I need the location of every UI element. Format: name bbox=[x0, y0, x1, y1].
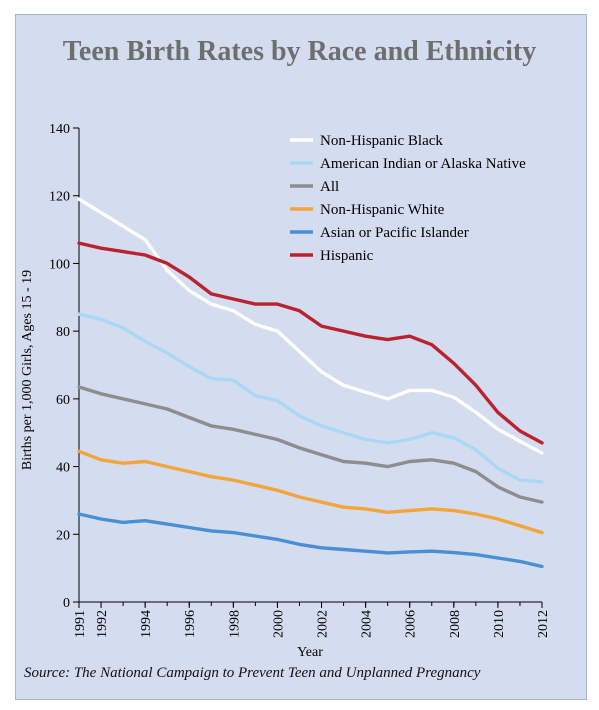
x-tick-label: 2006 bbox=[404, 610, 419, 638]
legend-label: All bbox=[320, 179, 339, 195]
legend-label: Hispanic bbox=[320, 248, 374, 264]
y-tick-label: 60 bbox=[56, 393, 70, 408]
legend-label: American Indian or Alaska Native bbox=[320, 156, 526, 172]
chart-title: Teen Birth Rates by Race and Ethnicity bbox=[62, 36, 537, 67]
source-note: Source: The National Campaign to Prevent… bbox=[24, 665, 481, 681]
series-line bbox=[77, 312, 544, 484]
x-axis-title: Year bbox=[297, 645, 323, 660]
y-tick-label: 80 bbox=[56, 325, 70, 340]
y-tick-label: 20 bbox=[56, 528, 70, 543]
y-tick-label: 100 bbox=[49, 257, 70, 272]
x-tick-label: 1991 bbox=[73, 610, 88, 638]
y-tick-label: 140 bbox=[49, 122, 70, 137]
x-tick-label: 2000 bbox=[271, 610, 286, 638]
y-tick-label: 0 bbox=[63, 596, 70, 611]
legend: Non-Hispanic Black American Indian or Ala… bbox=[290, 133, 526, 264]
x-tick-label: 2002 bbox=[316, 610, 331, 638]
series-line bbox=[77, 241, 544, 445]
series-lines bbox=[77, 197, 544, 569]
legend-label: Non-Hispanic Black bbox=[320, 133, 443, 149]
chart-panel bbox=[15, 14, 587, 700]
x-tick-label: 1992 bbox=[95, 610, 110, 638]
legend-label: Asian or Pacific Islander bbox=[320, 225, 469, 241]
x-tick-label: 2008 bbox=[448, 610, 463, 638]
x-tick-label: 2012 bbox=[536, 610, 551, 638]
legend-label: Non-Hispanic White bbox=[320, 202, 445, 218]
y-tick-label: 40 bbox=[56, 461, 70, 476]
x-tick-label: 2004 bbox=[360, 610, 375, 638]
y-tick-label: 120 bbox=[49, 190, 70, 205]
x-tick-label: 1998 bbox=[227, 610, 242, 638]
x-tick-label: 1994 bbox=[139, 610, 154, 638]
series-line bbox=[77, 449, 544, 535]
y-axis-title: Births per 1,000 Girls, Ages 15 - 19 bbox=[20, 270, 35, 470]
series-line bbox=[77, 512, 544, 569]
series-line bbox=[77, 385, 544, 504]
axes: 0 20 40 60 80 100 120 140 1991 1992 1994 1996 1998 20… bbox=[49, 122, 551, 638]
x-tick-label: 2010 bbox=[492, 610, 507, 638]
series-line bbox=[77, 197, 544, 455]
x-tick-label: 1996 bbox=[183, 610, 198, 638]
